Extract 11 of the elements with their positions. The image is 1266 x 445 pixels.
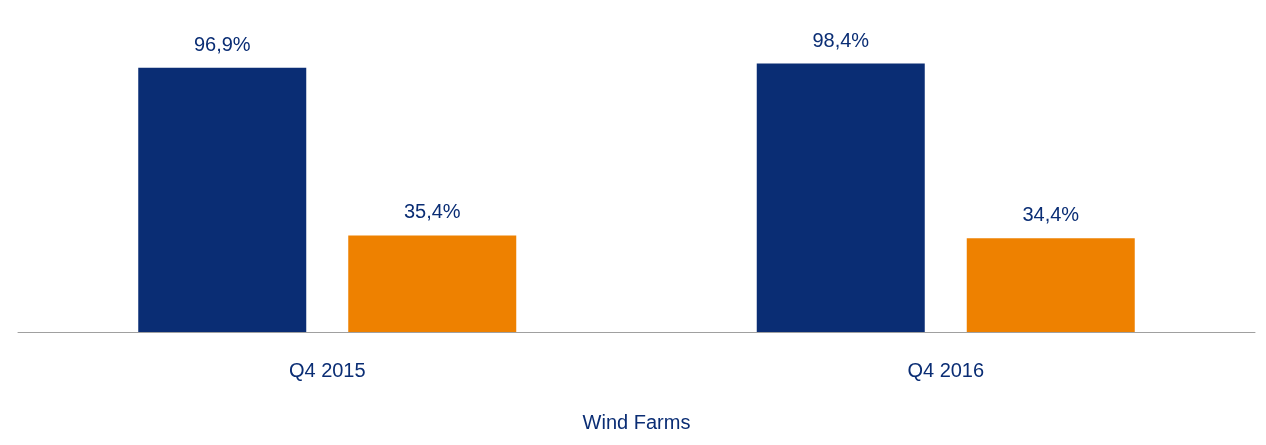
x-axis-title: Wind Farms (582, 411, 691, 433)
bar (348, 235, 517, 332)
data-label: 98,4% (812, 28, 870, 51)
data-label: 96,9% (193, 32, 251, 55)
data-label: 34,4% (1022, 203, 1080, 226)
x-tick-label: Q4 2015 (288, 359, 366, 381)
bar (966, 238, 1135, 332)
bar (756, 63, 925, 332)
x-tick-label: Q4 2016 (907, 359, 985, 381)
bar (138, 67, 307, 332)
data-label: 35,4% (403, 200, 461, 223)
